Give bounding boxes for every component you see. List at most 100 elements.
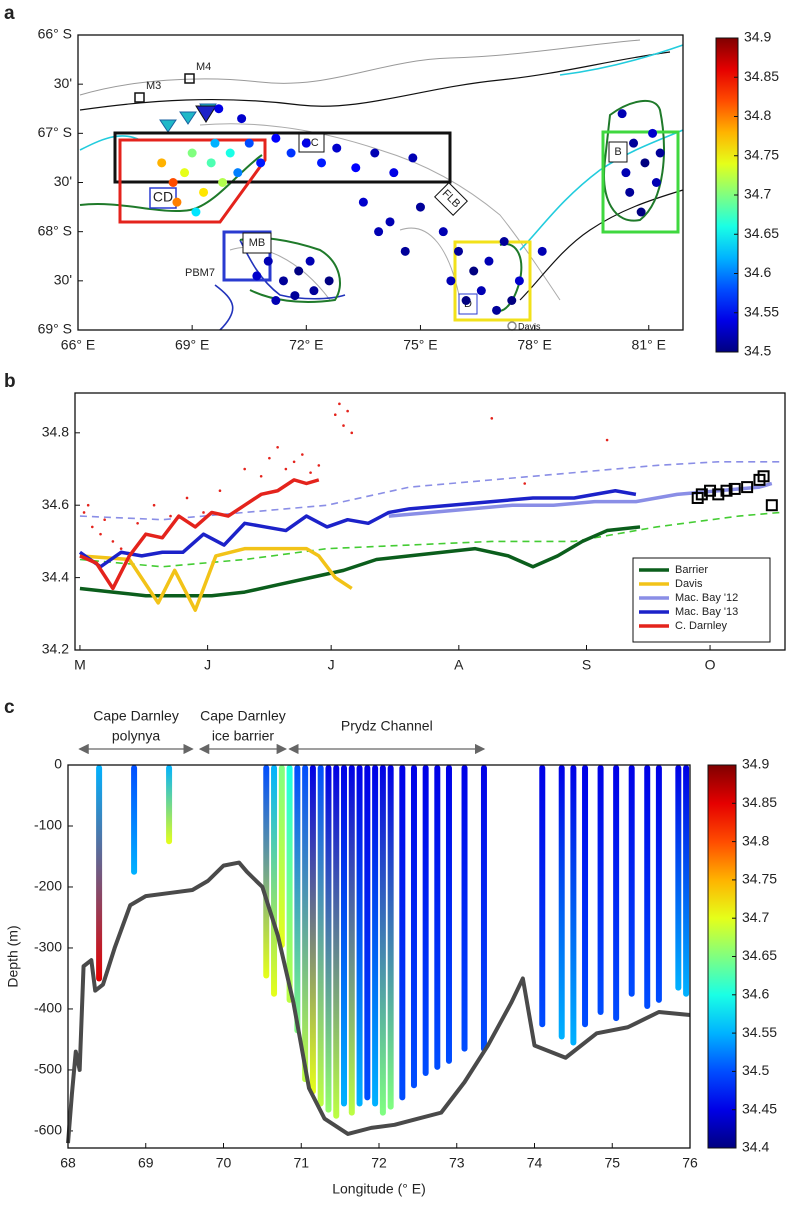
- cast-profile: [96, 765, 103, 982]
- colorbar-tick-label: 34.5: [742, 1062, 769, 1078]
- colorbar-tick-label: 34.9: [742, 756, 769, 772]
- cast-profile: [558, 765, 565, 1040]
- sample-dot: [317, 464, 321, 467]
- legend-label: C. Darnley: [675, 620, 727, 632]
- sample-dot: [202, 511, 205, 514]
- colorbar-tick-label: 34.55: [742, 1024, 777, 1040]
- map-label: B: [614, 146, 621, 158]
- station-point: [461, 296, 471, 305]
- map-label: PBM7: [185, 267, 215, 279]
- colorbar-tick-label: 34.5: [744, 343, 771, 359]
- mooring-marker: [712, 488, 725, 501]
- map-label: Davis: [518, 321, 541, 331]
- plot-frame: [67, 764, 691, 1149]
- x-tick-label: 75: [604, 1155, 620, 1171]
- legend-label: Barrier: [675, 564, 708, 576]
- sample-dot: [243, 467, 246, 471]
- station-point: [290, 291, 300, 301]
- station-point: [640, 158, 650, 168]
- colorbar-tick-label: 34.85: [744, 68, 779, 84]
- mooring-marker: [757, 470, 770, 483]
- map-background: [79, 39, 684, 331]
- station-point: [370, 148, 380, 158]
- sample-dot: [490, 417, 494, 420]
- station-point: [621, 168, 631, 178]
- y-tick-label: -300: [34, 939, 62, 955]
- sample-dot: [136, 522, 139, 525]
- section-label: Cape Darnley: [200, 708, 286, 724]
- x-tick-label: 81° E: [632, 337, 666, 353]
- colorbar-tick-label: 34.45: [742, 1100, 777, 1116]
- cast-profile: [644, 765, 651, 1009]
- y-tick-label: 30': [54, 75, 72, 91]
- sample-dot: [99, 532, 102, 536]
- colorbar-tick-label: 34.65: [744, 225, 779, 241]
- map-label: MB: [249, 237, 266, 249]
- cast-profile: [422, 765, 429, 1077]
- colorbar-tick-label: 34.9: [744, 29, 771, 45]
- y-tick-label: -200: [34, 878, 62, 894]
- x-tick-label: 73: [449, 1155, 465, 1171]
- mooring-marker: [720, 484, 733, 497]
- station-point: [256, 158, 266, 168]
- station-point: [286, 148, 296, 158]
- station-point: [252, 271, 262, 281]
- station-point: [191, 207, 201, 217]
- station-point: [400, 246, 410, 256]
- sample-dot: [218, 489, 222, 493]
- station-point: [415, 202, 425, 212]
- station-point: [199, 187, 209, 197]
- cast-profile: [278, 765, 285, 948]
- station-point: [225, 148, 235, 158]
- cast-profile: [372, 765, 379, 1107]
- y-tick-label: 34.4: [42, 568, 69, 584]
- sample-dot: [523, 482, 527, 485]
- station-point: [514, 276, 524, 286]
- y-tick-label: 30': [54, 173, 72, 189]
- cast-profile: [480, 765, 487, 1052]
- colorbar-tick-label: 34.55: [744, 303, 779, 319]
- station-point: [206, 158, 216, 168]
- cast-profile: [613, 765, 620, 1022]
- x-tick-label: 70: [216, 1155, 232, 1171]
- y-tick-label: 30': [54, 272, 72, 288]
- station-point: [332, 143, 342, 153]
- cast-profile: [294, 765, 301, 1034]
- sample-dot: [103, 518, 106, 521]
- station-point: [263, 256, 273, 266]
- x-tick-label: A: [454, 657, 464, 673]
- colorbar-tick-label: 34.65: [742, 947, 777, 963]
- cast-profile: [379, 765, 386, 1116]
- y-axis-label: Depth (m): [5, 925, 21, 987]
- sample-dot: [185, 496, 189, 500]
- y-tick-label: -600: [34, 1122, 62, 1138]
- cast-profile: [271, 765, 278, 997]
- station-point: [305, 256, 315, 266]
- x-tick-label: S: [582, 657, 591, 673]
- sample-dot: [276, 445, 279, 449]
- sample-dot: [259, 474, 263, 478]
- colorbar-tick-label: 34.75: [742, 871, 777, 887]
- cast-profile: [399, 765, 406, 1101]
- cast-profile: [286, 765, 293, 1003]
- station-point: [324, 276, 334, 286]
- series-line: [79, 478, 320, 591]
- y-tick-label: 34.6: [42, 496, 69, 512]
- station-point: [237, 114, 247, 124]
- station-point: [358, 197, 368, 207]
- station-point: [374, 227, 384, 237]
- station-point: [271, 133, 281, 143]
- cast-profile: [410, 765, 417, 1089]
- cast-profile: [341, 765, 348, 1107]
- station-point: [233, 168, 243, 178]
- cast-profile: [364, 765, 371, 1101]
- colorbar-tick-label: 34.7: [744, 186, 771, 202]
- cast-profile: [387, 765, 394, 1110]
- cast-profile: [166, 765, 173, 845]
- mooring-marker: [704, 484, 717, 497]
- station-point: [244, 138, 254, 148]
- station-point: [446, 276, 456, 286]
- station-point: [617, 109, 627, 119]
- cast-profile: [655, 765, 662, 1003]
- legend-label: Davis: [675, 578, 703, 590]
